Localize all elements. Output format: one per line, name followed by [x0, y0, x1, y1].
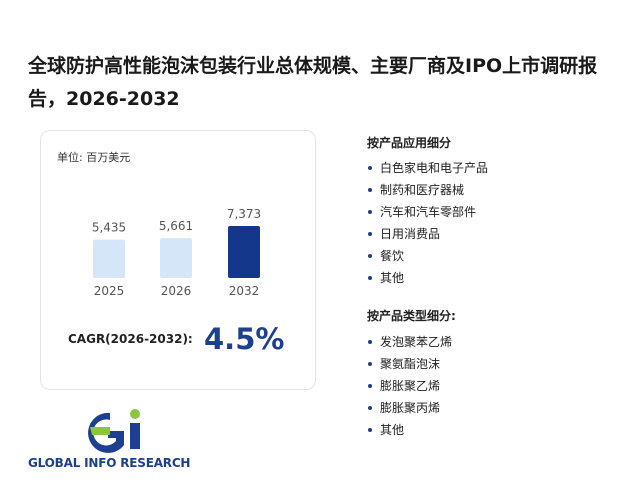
- logo-text: GLOBAL INFO RESEARCH: [28, 456, 191, 470]
- segment-item: 聚氨酯泡沫: [367, 353, 452, 375]
- cagr-value: 4.5%: [204, 322, 285, 356]
- title: 全球防护高性能泡沫包装行业总体规模、主要厂商及IPO上市调研报告，2026-20…: [28, 55, 598, 110]
- segment-item: 发泡聚苯乙烯: [367, 331, 452, 353]
- segment-item: 日用消费品: [367, 223, 488, 245]
- cagr-label: CAGR(2026-2032):: [68, 332, 193, 346]
- bar: [160, 238, 192, 278]
- segment-item: 其他: [367, 419, 452, 441]
- bar: [228, 226, 260, 278]
- value-label: 5,661: [159, 219, 193, 233]
- value-label: 5,435: [92, 221, 126, 235]
- x-tick-label: 2026: [161, 284, 192, 298]
- segment-title: 按产品类型细分:: [367, 309, 456, 323]
- segment-item: 白色家电和电子产品: [367, 157, 488, 179]
- x-tick-label: 2025: [94, 284, 125, 298]
- x-tick-label: 2032: [229, 284, 260, 298]
- segment-list: 发泡聚苯乙烯 聚氨酯泡沫 膨胀聚乙烯 膨胀聚丙烯 其他: [367, 331, 452, 441]
- segment-title: 按产品应用细分: [367, 136, 452, 150]
- segment-list: 白色家电和电子产品 制药和医疗器械 汽车和汽车零部件 日用消费品 餐饮 其他: [367, 157, 488, 289]
- segment-item: 其他: [367, 267, 488, 289]
- segment-item: 制药和医疗器械: [367, 179, 488, 201]
- logo-mark: [88, 409, 140, 453]
- bar: [93, 239, 125, 278]
- segment-item: 餐饮: [367, 245, 488, 267]
- segment-item: 膨胀聚丙烯: [367, 397, 452, 419]
- chart: 5,435 2025 5,661 2026 7,373 2032: [92, 207, 261, 298]
- segment-item: 膨胀聚乙烯: [367, 375, 452, 397]
- unit: 单位: 百万美元: [57, 151, 131, 164]
- value-label: 7,373: [227, 207, 261, 221]
- card: [40, 130, 316, 390]
- segment-item: 汽车和汽车零部件: [367, 201, 488, 223]
